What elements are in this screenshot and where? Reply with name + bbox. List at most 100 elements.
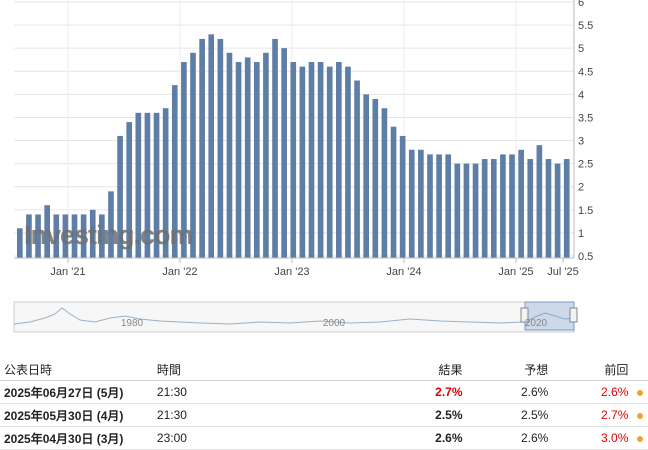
x-tick-labels: Jan '21 Jan '22 Jan '23 Jan '24 Jan '25 Jul '…	[50, 258, 579, 278]
bar[interactable]	[399, 135, 406, 258]
bar[interactable]	[554, 163, 561, 258]
bar[interactable]	[563, 159, 570, 258]
bar[interactable]	[490, 159, 497, 258]
table-row: 2025年06月27日 (5月) 21:30 2.7% 2.6% 2.6%	[0, 380, 648, 404]
bar[interactable]	[108, 191, 114, 258]
bar[interactable]	[17, 228, 23, 258]
navigator-right-handle[interactable]	[569, 307, 578, 323]
bar[interactable]	[326, 66, 333, 259]
bar[interactable]	[244, 57, 251, 258]
y-tick-label: 5	[578, 43, 584, 55]
bar[interactable]	[345, 66, 351, 259]
navigator-selection[interactable]	[524, 301, 575, 331]
bar[interactable]	[62, 214, 69, 258]
bar[interactable]	[363, 94, 370, 258]
bar[interactable]	[162, 108, 169, 258]
bar[interactable]	[518, 149, 524, 258]
bar[interactable]	[481, 159, 488, 258]
x-tick-label: Jan '23	[274, 266, 309, 278]
bar[interactable]	[454, 163, 461, 258]
y-tick-label: 5.5	[578, 20, 593, 32]
header-date: 公表日時	[0, 358, 153, 381]
y-tick-label: 3	[578, 136, 584, 148]
row-time: 21:30	[152, 380, 412, 404]
bar[interactable]	[500, 154, 506, 258]
bar[interactable]	[181, 62, 187, 258]
row-actual: 2.5%	[411, 403, 467, 427]
bar[interactable]	[44, 205, 50, 258]
bar[interactable]	[408, 149, 415, 258]
row-time: 21:30	[152, 403, 412, 427]
watermark-text: Investing.com	[24, 220, 194, 250]
bar[interactable]	[171, 85, 178, 258]
y-tick-labels: 0.5 1 1.5 2 2.5 3 3.5 4 4.5 5 5.5 6	[578, 0, 593, 263]
bar[interactable]	[445, 154, 452, 258]
bar[interactable]	[427, 154, 433, 258]
release-history-table-wrap: 公表日時 時間 結果 予想 前回 2025年06月27日 (5月) 21:30 …	[0, 358, 648, 450]
bar[interactable]	[509, 154, 515, 258]
bar[interactable]	[199, 38, 205, 259]
bar[interactable]	[99, 214, 105, 258]
navigator-label-2000: 2000	[323, 318, 346, 329]
bar[interactable]	[527, 159, 534, 258]
bar[interactable]	[472, 163, 479, 258]
table-row: 2025年04月30日 (3月) 23:00 2.6% 2.6% 3.0%	[0, 426, 648, 450]
bar[interactable]	[226, 52, 233, 258]
bar-series	[17, 34, 570, 259]
navigator-frame	[13, 301, 575, 333]
row-previous: 3.0%	[552, 426, 633, 450]
y-tick-label: 4.5	[578, 66, 593, 78]
bar[interactable]	[35, 214, 41, 258]
bar[interactable]	[545, 159, 552, 258]
bar[interactable]	[217, 38, 224, 259]
row-date: 2025年06月27日 (5月)	[0, 380, 153, 404]
bar[interactable]	[117, 135, 123, 258]
bar[interactable]	[290, 62, 297, 258]
navigator-left-handle[interactable]	[520, 307, 529, 323]
bar[interactable]	[390, 126, 397, 258]
bar[interactable]	[436, 154, 442, 258]
bar[interactable]	[71, 214, 78, 258]
bar[interactable]	[89, 209, 96, 258]
dot-icon	[637, 413, 644, 419]
importance-dot-icon	[632, 426, 648, 450]
release-history-table: 公表日時 時間 結果 予想 前回 2025年06月27日 (5月) 21:30 …	[0, 358, 648, 450]
importance-dot-icon	[632, 380, 648, 404]
bar[interactable]	[536, 145, 543, 258]
bar[interactable]	[463, 163, 470, 258]
bar[interactable]	[126, 122, 133, 258]
bar[interactable]	[272, 38, 278, 259]
x-tick-label: Jan '24	[386, 266, 421, 278]
row-forecast: 2.6%	[466, 426, 553, 450]
bar[interactable]	[354, 80, 360, 258]
bar[interactable]	[153, 112, 160, 258]
bar[interactable]	[190, 52, 196, 258]
header-actual: 結果	[411, 358, 467, 381]
bar[interactable]	[135, 112, 142, 258]
bar[interactable]	[263, 52, 269, 258]
bar[interactable]	[418, 149, 424, 258]
bar[interactable]	[144, 112, 151, 258]
bar[interactable]	[208, 34, 215, 259]
header-time: 時間	[152, 358, 412, 381]
bar[interactable]	[336, 62, 342, 258]
bar[interactable]	[26, 214, 32, 258]
bar[interactable]	[372, 98, 379, 259]
row-date: 2025年05月30日 (4月)	[0, 403, 153, 427]
bar[interactable]	[308, 62, 315, 258]
bar[interactable]	[317, 62, 324, 258]
bar[interactable]	[53, 214, 60, 258]
y-tick-label: 1.5	[578, 205, 593, 217]
row-date: 2025年04月30日 (3月)	[0, 426, 153, 450]
bar[interactable]	[381, 108, 388, 258]
bar[interactable]	[299, 66, 306, 259]
bar[interactable]	[80, 214, 87, 258]
bar[interactable]	[235, 62, 242, 258]
range-navigator[interactable]: 1980 2000 2020	[0, 300, 648, 338]
row-actual: 2.6%	[411, 426, 467, 450]
navigator-label-2020: 2020	[525, 318, 548, 329]
row-time: 23:00	[152, 426, 412, 450]
bar[interactable]	[281, 48, 287, 258]
dot-icon	[637, 436, 644, 442]
bar[interactable]	[253, 62, 260, 258]
